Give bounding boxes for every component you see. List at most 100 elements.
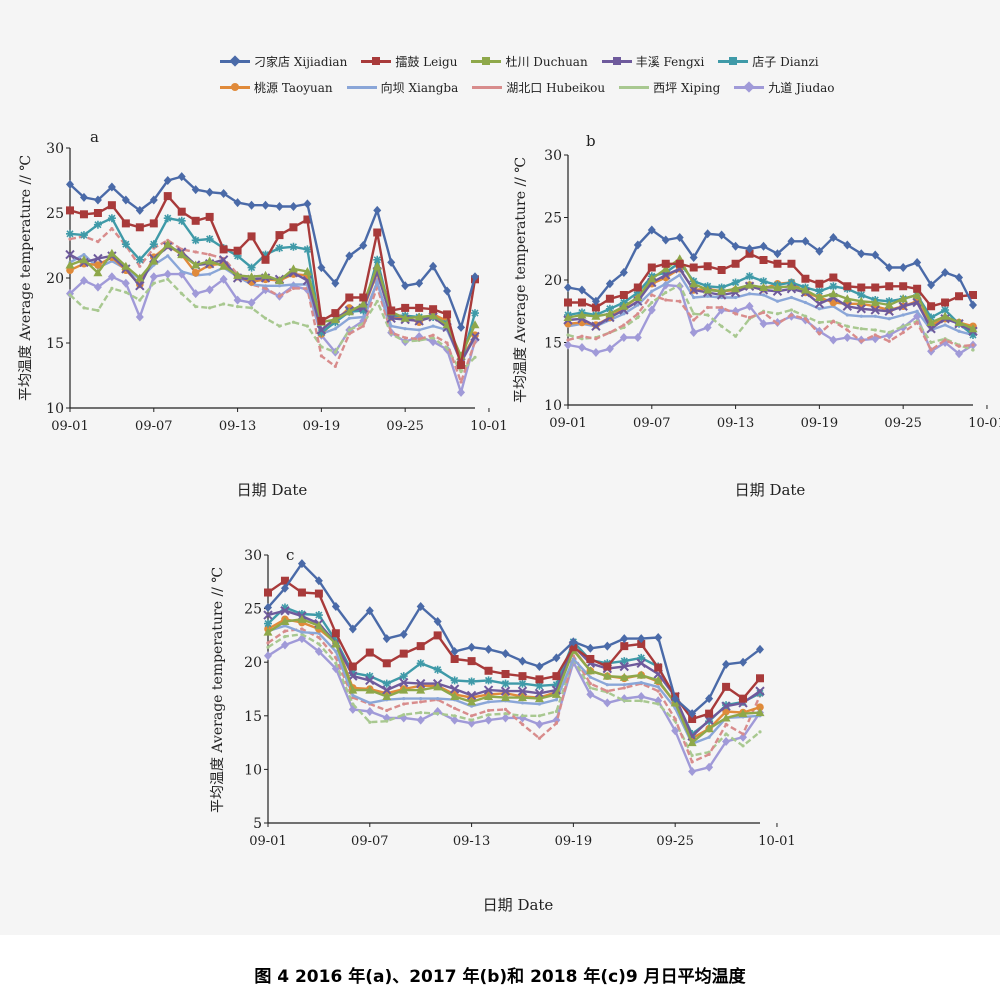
data-point (469, 714, 474, 718)
data-point (943, 338, 947, 342)
data-point (166, 277, 170, 281)
data-point (636, 658, 646, 668)
data-point (887, 317, 891, 321)
data-point (263, 284, 268, 288)
data-point (800, 285, 810, 294)
data-point (605, 683, 609, 687)
data-point (467, 697, 477, 706)
legend-marker (229, 55, 241, 67)
data-point (845, 313, 849, 317)
data-point (319, 354, 323, 358)
data-point (65, 260, 75, 269)
data-point (166, 254, 170, 258)
data-point (263, 316, 268, 320)
legend-item: 桃源 Taoyuan (220, 79, 333, 96)
data-point (436, 697, 440, 701)
data-point (219, 261, 229, 270)
data-point (107, 248, 117, 257)
data-point (431, 324, 435, 328)
data-point (358, 299, 368, 308)
legend-swatch (734, 81, 765, 93)
panel-label: c (286, 546, 294, 564)
data-point (300, 630, 304, 634)
data-point (316, 325, 327, 335)
data-point (803, 300, 808, 305)
data-point (333, 364, 337, 368)
data-point (500, 686, 511, 696)
data-point (450, 676, 459, 685)
data-point (675, 259, 684, 268)
data-point (280, 640, 289, 650)
data-point (314, 646, 323, 656)
data-point (82, 306, 86, 310)
data-point (591, 303, 600, 312)
data-point (303, 199, 312, 209)
data-point (639, 680, 643, 685)
data-point (586, 643, 595, 653)
data-point (789, 308, 794, 312)
data-point (247, 232, 256, 241)
data-point (705, 694, 714, 704)
data-point (297, 614, 307, 623)
data-point (857, 283, 866, 292)
data-point (969, 331, 977, 339)
data-point (372, 261, 382, 270)
data-point (654, 633, 663, 643)
data-point (348, 624, 357, 634)
data-point (775, 299, 780, 303)
data-point (594, 337, 598, 341)
data-point (263, 286, 268, 290)
data-point (297, 588, 306, 597)
data-point (747, 292, 752, 296)
data-point (359, 306, 368, 315)
data-point (317, 316, 326, 325)
data-point (650, 300, 654, 305)
data-point (359, 293, 368, 302)
data-point (829, 273, 838, 282)
data-point (361, 315, 365, 319)
data-point (347, 316, 351, 320)
data-point (551, 689, 561, 698)
data-point (619, 672, 629, 681)
x-tick-label: 09-19 (555, 834, 592, 849)
data-point (470, 320, 480, 329)
data-point (622, 699, 626, 703)
data-point (467, 677, 476, 686)
data-point (333, 350, 337, 354)
legend-label: 丰溪 Fengxi (635, 54, 705, 69)
data-point (756, 644, 764, 654)
data-point (385, 708, 389, 713)
data-point (661, 235, 670, 245)
data-point (773, 249, 782, 259)
data-point (416, 685, 426, 694)
x-tick-label: 09-25 (884, 416, 921, 431)
data-point (927, 280, 936, 290)
data-point (534, 688, 545, 698)
y-tick-label: 10 (544, 398, 562, 414)
series-line (267, 609, 761, 738)
legend-label: 刁家店 Xijiadian (254, 54, 348, 69)
data-point (263, 627, 273, 636)
data-point (247, 200, 256, 210)
data-point (375, 280, 379, 284)
data-point (445, 341, 449, 345)
data-point (603, 662, 612, 671)
series-1 (264, 559, 764, 719)
data-point (219, 189, 228, 198)
data-point (755, 708, 765, 717)
data-point (471, 309, 479, 318)
data-point (399, 649, 408, 658)
data-point (264, 603, 272, 613)
data-point (317, 642, 321, 646)
data-point (554, 721, 559, 725)
data-point (569, 637, 578, 647)
data-point (261, 250, 270, 259)
data-point (289, 242, 298, 251)
series-line (69, 244, 477, 362)
data-point (571, 657, 575, 661)
data-point (317, 635, 321, 640)
data-point (605, 304, 614, 313)
data-point (331, 601, 340, 611)
data-point (266, 645, 270, 649)
x-axis-label: 日期 Date (483, 896, 554, 914)
